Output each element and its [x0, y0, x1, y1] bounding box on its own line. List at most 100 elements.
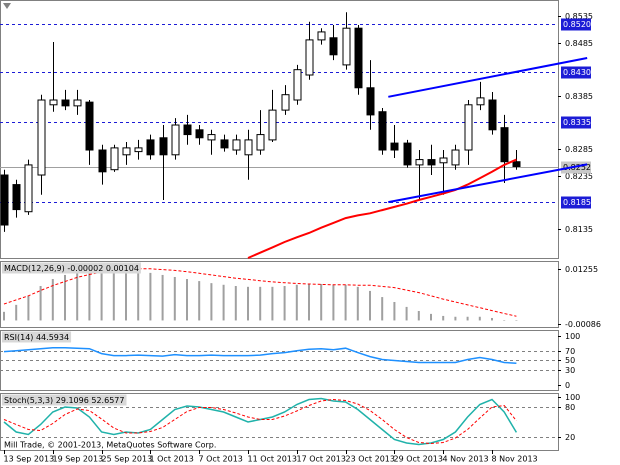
indicator-label: RSI(14) 44.5934: [4, 333, 69, 342]
indicator-value: -0.00002: [67, 264, 103, 273]
y-tick-label: 0.8135: [565, 225, 593, 234]
indicator-label-bg: [2, 262, 141, 274]
candle-body: [37, 99, 46, 176]
candle-body: [98, 149, 107, 173]
macd-bar: [381, 297, 384, 321]
macd-bar: [405, 306, 408, 321]
candle-body: [512, 161, 521, 168]
level-box: [561, 18, 591, 31]
macd-bar: [247, 286, 249, 321]
y-tick-label: 0.8385: [565, 92, 593, 101]
macd-bar: [149, 272, 152, 321]
y-tick-label: 70: [565, 347, 575, 356]
candle-body: [244, 139, 253, 156]
moving-average: [247, 158, 517, 259]
candle-body: [415, 159, 424, 166]
candle-body: [146, 139, 155, 156]
macd-bar: [112, 268, 115, 321]
y-tick-label: 30: [565, 366, 575, 375]
candle-body: [390, 142, 399, 151]
macd-bar: [186, 279, 188, 321]
level-box: [561, 66, 591, 79]
macd-bar: [100, 268, 103, 321]
indicator-label-bg: [2, 331, 72, 343]
candle-body: [488, 99, 497, 131]
candle-body: [281, 94, 290, 111]
macd-bar: [308, 283, 310, 321]
candle-body: [183, 124, 192, 136]
y-tick-label: 80: [565, 403, 575, 412]
x-tick-label: 23 Oct 2013: [346, 455, 395, 464]
candle-body: [61, 99, 70, 107]
macd-bar: [417, 311, 420, 321]
candle-body: [159, 137, 168, 156]
candle-body: [24, 164, 33, 213]
candle-body: [427, 159, 436, 166]
macd-bar: [515, 320, 518, 321]
macd-bar: [344, 284, 347, 321]
y-tick-label: 0.01255: [565, 265, 598, 274]
macd-bar: [320, 283, 323, 321]
y-tick-label: 0.8235: [565, 172, 593, 181]
macd-bar: [356, 286, 359, 321]
indicator-label: Stoch(5,3,3) 29.1096 52.6577: [4, 396, 124, 405]
y-tick-label: 20: [565, 433, 575, 442]
candle-body: [464, 104, 473, 151]
x-tick-label: 11 Oct 2013: [248, 455, 297, 464]
level-label: 0.8520: [563, 20, 591, 29]
candle-body: [366, 87, 375, 116]
candle-body: [329, 37, 338, 56]
macd-bar: [125, 270, 127, 321]
panel-frame: [0, 0, 559, 259]
macd-bar: [271, 286, 274, 321]
candle-body: [12, 184, 21, 211]
indicator-line: [3, 398, 517, 445]
level-label: 0.8335: [563, 118, 591, 127]
macd-bar: [234, 286, 237, 321]
indicator-title: MACD(12,26,9): [4, 264, 65, 273]
current-price-label: 0.8252: [563, 163, 591, 172]
macd-bar: [64, 274, 66, 321]
candle-body: [232, 139, 241, 151]
macd-bar: [210, 283, 213, 321]
trendline: [388, 163, 588, 204]
copyright: Mill Trade, © 2001-2013, MetaQuotes Soft…: [4, 441, 216, 450]
indicator-line: [3, 346, 517, 364]
macd-bar: [283, 286, 286, 321]
y-tick-label: 0: [565, 381, 570, 390]
candle-body: [342, 27, 351, 66]
x-tick-label: 8 Nov 2013: [492, 455, 538, 464]
level-label: 0.8430: [563, 68, 591, 77]
candle-body: [85, 101, 94, 151]
candle-body: [0, 174, 9, 226]
candle-body: [171, 124, 180, 156]
macd-bar: [222, 284, 225, 321]
candle-body: [378, 111, 387, 151]
macd-bar: [198, 281, 201, 321]
y-tick-label: 0.8485: [565, 39, 593, 48]
x-tick-label: 17 Oct 2013: [297, 455, 346, 464]
macd-bar: [27, 295, 30, 321]
candle-body: [134, 147, 143, 153]
x-tick-label: 25 Sep 2013: [102, 455, 153, 464]
candle-body: [403, 142, 412, 166]
x-tick-label: 29 Oct 2013: [394, 455, 443, 464]
candle-body: [73, 99, 82, 107]
macd-bar: [369, 290, 371, 321]
indicator-value: 0.00104: [106, 264, 139, 273]
macd-bar: [259, 286, 262, 321]
candle-body: [256, 134, 265, 151]
signal-line: [3, 268, 517, 317]
indicator-label-bg: [2, 394, 127, 406]
candle-body: [293, 69, 302, 101]
candle-body: [354, 27, 363, 89]
macd-bar: [88, 270, 91, 321]
macd-bar: [39, 286, 42, 321]
candle-body: [195, 129, 204, 139]
macd-bar: [478, 316, 481, 321]
macd-bar: [15, 304, 18, 321]
x-tick-label: 19 Sep 2013: [53, 455, 104, 464]
macd-bar: [491, 317, 493, 321]
